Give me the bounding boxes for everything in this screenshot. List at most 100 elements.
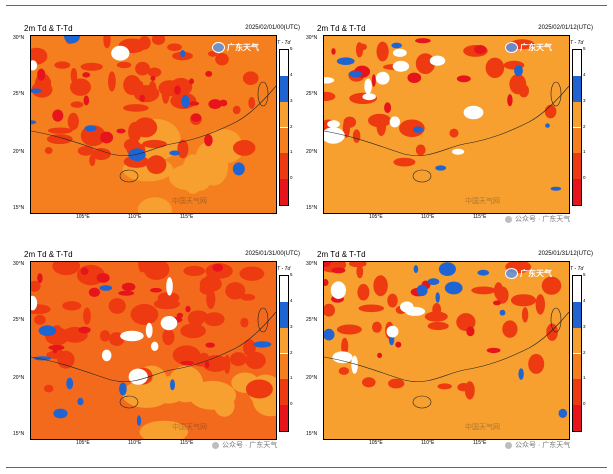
colorbar-tick: 3 (583, 323, 586, 329)
field-blob (70, 78, 91, 96)
taiwan-outline (257, 307, 269, 333)
field-blob (31, 280, 41, 292)
field-blob (199, 276, 222, 292)
brand-logo: 广东天气 (505, 42, 552, 53)
map-canvas (31, 36, 276, 213)
field-blob (66, 377, 74, 390)
field-blob (62, 301, 82, 311)
field-blob (243, 339, 256, 357)
field-blob (452, 148, 465, 155)
field-blob (518, 368, 524, 380)
map-panel: 2m Td & T-Td 2025/01/31/12(UTC) 30°N 25°N 20… (306, 250, 595, 450)
field-blob (521, 307, 529, 323)
field-blob (67, 112, 79, 131)
panel-title: 2m Td & T-Td (24, 250, 73, 259)
source-caption-text: 公众号 · 广东天气 (515, 216, 571, 223)
field-blob (331, 267, 346, 274)
field-blob (324, 91, 336, 102)
hainan-outline (412, 395, 432, 409)
field-blob (332, 351, 353, 364)
field-blob (147, 67, 162, 78)
field-blob (415, 53, 435, 74)
wechat-icon (505, 215, 512, 223)
watermark: 中国天气网 (172, 198, 207, 205)
field-blob (34, 314, 46, 325)
field-blob (362, 93, 376, 101)
hainan-outline (412, 169, 432, 183)
longitude-label: 115°E (180, 214, 194, 220)
field-blob (438, 396, 473, 434)
coastline (324, 85, 569, 156)
latitude-label: 20°N (306, 375, 318, 381)
colorbar-title: T - Td (570, 40, 584, 46)
field-blob (499, 309, 506, 316)
field-blob (91, 148, 111, 160)
field-blob (386, 325, 399, 338)
field-blob (427, 321, 449, 331)
latitude-label: 30°N (306, 35, 318, 41)
wechat-icon (212, 441, 219, 449)
field-blob (180, 323, 206, 339)
map-area (323, 261, 570, 440)
field-blob (253, 341, 272, 348)
colorbar-segment (280, 353, 288, 380)
field-blob (245, 351, 266, 370)
field-blob (474, 45, 487, 54)
field-blob (46, 350, 70, 360)
coastline (31, 311, 276, 382)
colorbar-segment (573, 379, 581, 406)
field-blob (43, 384, 54, 393)
colorbar (572, 275, 582, 432)
field-blob (349, 262, 367, 268)
source-caption: 公众号 · 广东天气 (505, 214, 570, 224)
field-blob (133, 117, 158, 138)
field-blob (177, 139, 189, 159)
colorbar-tick: 3 (290, 97, 293, 103)
field-blob (100, 131, 114, 144)
field-blob (435, 292, 440, 303)
field-blob (389, 116, 400, 128)
source-caption: 公众号 · 广东天气 (212, 440, 277, 450)
field-blob (444, 281, 463, 295)
field-blob (54, 61, 71, 69)
field-blob (463, 105, 484, 120)
field-blob (48, 344, 65, 351)
colorbar-tick: 3 (583, 97, 586, 103)
colorbar-segment (280, 75, 288, 102)
field-blob (486, 347, 501, 354)
field-blob (515, 154, 551, 188)
field-blob (407, 72, 422, 83)
brand-logo-icon (505, 268, 518, 279)
field-blob (330, 281, 346, 299)
field-blob (191, 113, 202, 122)
field-blob (123, 104, 149, 112)
field-blob (169, 77, 193, 96)
field-blob (96, 273, 110, 283)
field-blob (52, 109, 64, 122)
colorbar-segment (573, 153, 581, 180)
field-blob (341, 337, 349, 355)
field-blob (544, 104, 557, 119)
hainan-outline (119, 395, 139, 409)
map-panel: 2m Td & T-Td 2025/02/01/00(UTC) 30°N 25°N 20… (13, 24, 302, 224)
field-blob (53, 408, 68, 419)
colorbar-segment (280, 127, 288, 154)
field-blob (240, 293, 256, 301)
field-blob (180, 50, 186, 58)
field-blob (496, 286, 509, 304)
top-rule (6, 5, 607, 6)
brand-logo-text: 广东天气 (520, 269, 552, 278)
field-blob (188, 101, 200, 106)
field-blob (371, 74, 376, 87)
field-blob (46, 134, 73, 145)
field-blob (204, 361, 210, 368)
field-blob (407, 373, 447, 406)
field-blob (413, 265, 419, 274)
colorbar (279, 275, 289, 432)
field-blob (64, 36, 80, 44)
field-blob (180, 360, 194, 366)
colorbar-title: T - Td (277, 40, 291, 46)
field-blob (31, 88, 42, 94)
colorbar-segment (280, 327, 288, 354)
map-canvas (324, 262, 569, 439)
